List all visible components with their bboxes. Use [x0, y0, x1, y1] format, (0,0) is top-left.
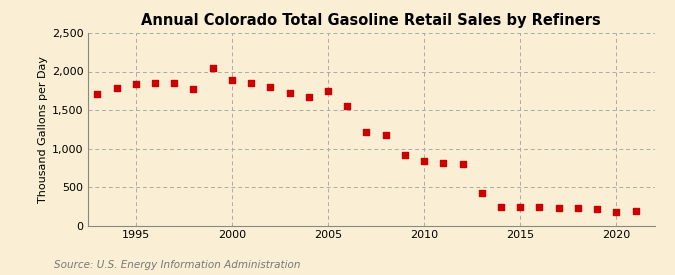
Point [188, 87, 199, 91]
Point [323, 89, 333, 93]
Point [592, 206, 603, 211]
Point [457, 162, 468, 166]
Point [495, 205, 506, 209]
Point [418, 159, 429, 163]
Point [284, 91, 295, 95]
Point [361, 129, 372, 134]
Y-axis label: Thousand Gallons per Day: Thousand Gallons per Day [38, 56, 48, 203]
Point [265, 85, 276, 89]
Point [534, 205, 545, 209]
Point [303, 95, 314, 100]
Point [92, 92, 103, 96]
Point [400, 153, 410, 158]
Point [477, 191, 487, 195]
Point [246, 81, 256, 85]
Point [130, 82, 141, 86]
Point [342, 104, 352, 108]
Point [111, 86, 122, 91]
Point [150, 81, 161, 85]
Point [380, 133, 391, 138]
Title: Annual Colorado Total Gasoline Retail Sales by Refiners: Annual Colorado Total Gasoline Retail Sa… [141, 13, 601, 28]
Point [572, 206, 583, 210]
Text: Source: U.S. Energy Information Administration: Source: U.S. Energy Information Administ… [54, 260, 300, 270]
Point [554, 206, 564, 210]
Point [227, 78, 238, 82]
Point [207, 65, 218, 70]
Point [611, 210, 622, 214]
Point [515, 205, 526, 210]
Point [630, 209, 641, 213]
Point [438, 161, 449, 165]
Point [169, 81, 180, 85]
